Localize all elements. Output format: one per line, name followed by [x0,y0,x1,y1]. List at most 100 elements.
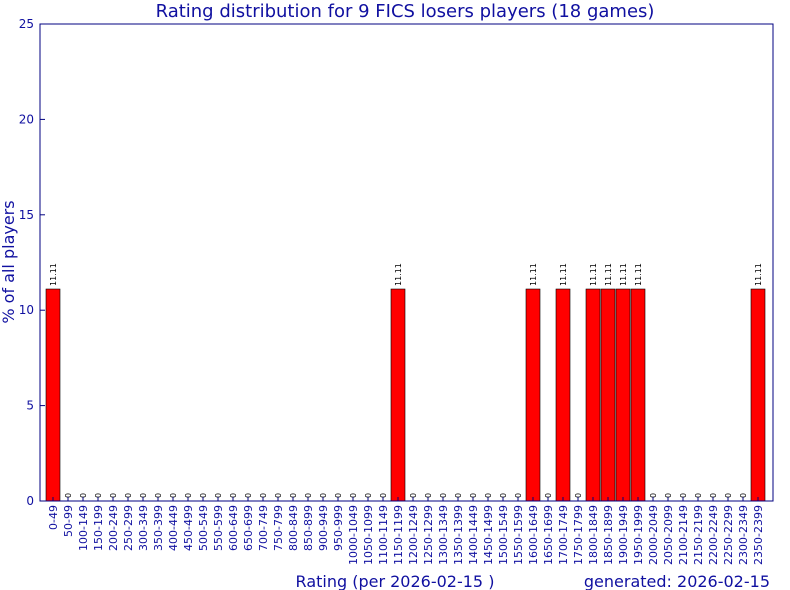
x-tick-label: 1750-1799 [572,505,585,565]
x-tick-label: 1400-1449 [467,505,480,565]
bars [45,288,766,502]
data-label: 0 [349,493,358,498]
x-tick-label: 0-49 [47,505,60,530]
data-label: 0 [184,493,193,498]
data-label: 0 [439,493,448,498]
x-tick-label: 600-649 [227,505,240,551]
data-label: 0 [664,493,673,498]
data-label: 0 [229,493,238,498]
x-axis-title: Rating (per 2026-02-15 ) [296,572,495,590]
x-tick-label: 350-399 [152,505,165,551]
y-axis: 0 5 10 15 20 25 [19,17,45,508]
x-tick-label: 1550-1599 [512,505,525,565]
bar [555,288,571,502]
data-label: 11.11 [589,263,598,286]
data-label: 0 [544,493,553,498]
data-label: 11.11 [619,263,628,286]
x-tick-label: 50-99 [62,505,75,537]
data-label: 0 [304,493,313,498]
data-label: 0 [274,493,283,498]
data-label: 0 [154,493,163,498]
data-label: 0 [169,493,178,498]
data-label: 0 [694,493,703,498]
data-label: 0 [259,493,268,498]
data-label: 0 [109,493,118,498]
x-tick-label: 2200-2249 [707,505,720,565]
data-label: 0 [469,493,478,498]
bar [525,288,541,502]
x-tick-label: 1450-1499 [482,505,495,565]
bar [585,288,601,502]
x-tick-label: 1050-1099 [362,505,375,565]
x-tick-label: 2250-2299 [722,505,735,565]
x-tick-label: 1350-1399 [452,505,465,565]
bar [615,288,631,502]
data-label: 0 [454,493,463,498]
x-tick-label: 400-449 [167,505,180,551]
data-labels: 11.11 0 0 0 0 0 0 0 0 0 0 0 0 0 0 0 0 0 0 0 0 0 0 11.11 0 0 0 0 0 0 0 0… [49,263,763,498]
x-tick-label: 450-499 [182,505,195,551]
x-tick-label: 2300-2349 [737,505,750,565]
x-tick-label: 1100-1149 [377,505,390,565]
data-label: 0 [499,493,508,498]
x-tick-label: 850-899 [302,505,315,551]
data-label: 0 [199,493,208,498]
data-label: 0 [424,493,433,498]
data-label: 0 [679,493,688,498]
x-tick-label: 750-799 [272,505,285,551]
x-tick-label: 2350-2399 [752,505,765,565]
x-tick-label: 1950-1999 [632,505,645,565]
x-tick-label: 900-949 [317,505,330,551]
x-tick-label: 1250-1299 [422,505,435,565]
x-tick-label: 1850-1899 [602,505,615,565]
data-label: 0 [214,493,223,498]
data-label: 0 [514,493,523,498]
bar [390,288,406,502]
y-tick-label: 10 [19,303,34,317]
x-tick-label: 2000-2049 [647,505,660,565]
bar [600,288,616,502]
data-label: 0 [244,493,253,498]
x-tick-label: 550-599 [212,505,225,551]
x-axis: 0-49 50-99 100-149 150-199 200-249 250-299 300… [47,497,765,565]
x-tick-label: 950-999 [332,505,345,551]
x-tick-label: 1900-1949 [617,505,630,565]
data-label: 0 [409,493,418,498]
bar [630,288,646,502]
data-label: 11.11 [634,263,643,286]
x-tick-label: 1800-1849 [587,505,600,565]
data-label: 11.11 [559,263,568,286]
x-tick-label: 500-549 [197,505,210,551]
x-tick-label: 1300-1349 [437,505,450,565]
x-tick-label: 1500-1549 [497,505,510,565]
data-label: 0 [94,493,103,498]
data-label: 0 [319,493,328,498]
data-label: 0 [124,493,133,498]
data-label: 11.11 [394,263,403,286]
x-tick-label: 1700-1749 [557,505,570,565]
data-label: 0 [334,493,343,498]
data-label: 0 [379,493,388,498]
y-tick-label: 0 [26,494,34,508]
x-tick-label: 1600-1649 [527,505,540,565]
y-axis-title: % of all players [0,200,18,323]
x-tick-label: 1000-1049 [347,505,360,565]
plot-frame [39,23,774,502]
x-tick-label: 1650-1699 [542,505,555,565]
x-tick-label: 250-299 [122,505,135,551]
data-label: 0 [139,493,148,498]
data-label: 0 [64,493,73,498]
data-label: 0 [709,493,718,498]
data-label: 11.11 [604,263,613,286]
data-label: 11.11 [529,263,538,286]
x-tick-label: 100-149 [77,505,90,551]
data-label: 0 [484,493,493,498]
data-label: 0 [79,493,88,498]
data-label: 0 [364,493,373,498]
x-tick-label: 800-849 [287,505,300,551]
chart-title: Rating distribution for 9 FICS losers pl… [156,1,655,22]
data-label: 11.11 [49,263,58,286]
y-tick-label: 5 [26,399,34,413]
bar [45,288,61,502]
